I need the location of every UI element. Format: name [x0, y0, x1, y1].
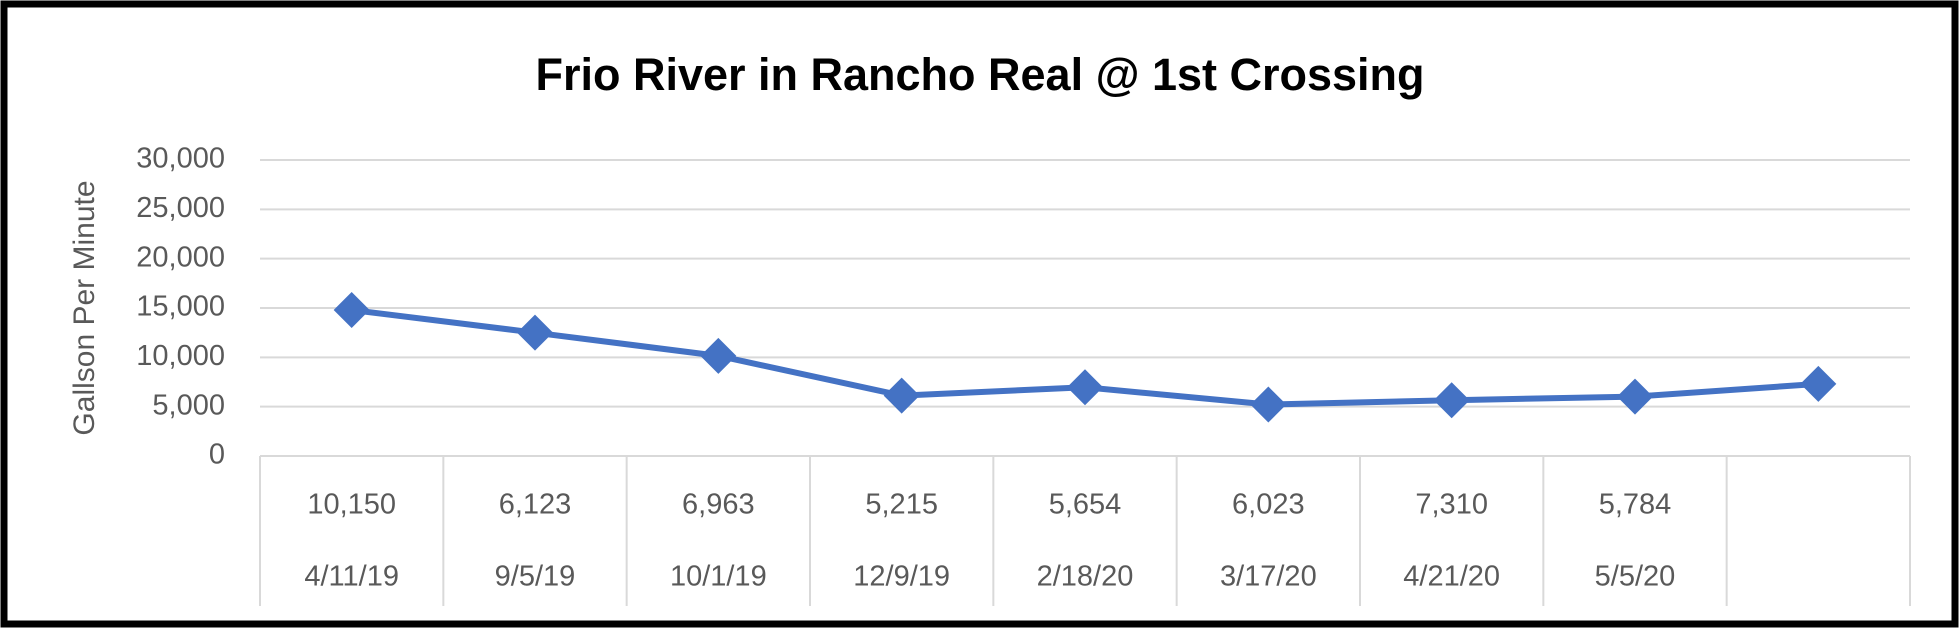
marker — [1433, 382, 1470, 419]
y-tick-label: 20,000 — [136, 241, 225, 273]
y-axis-label: Gallson Per Minute — [68, 180, 101, 435]
table-value: 5,215 — [865, 489, 938, 521]
y-tick-label: 5,000 — [152, 389, 225, 421]
y-tick-label: 30,000 — [136, 143, 225, 175]
x-tick-label: 4/11/19 — [304, 561, 399, 593]
y-tick-label: 25,000 — [136, 192, 225, 224]
table-value: 5,784 — [1599, 489, 1672, 521]
x-tick-label: 2/18/20 — [1037, 561, 1134, 593]
y-tick-label: 0 — [209, 439, 225, 471]
marker — [333, 291, 370, 328]
table-value: 5,654 — [1049, 489, 1122, 521]
chart-title: Frio River in Rancho Real @ 1st Crossing — [535, 49, 1424, 100]
x-tick-label: 3/17/20 — [1220, 561, 1317, 593]
x-tick-label: 9/5/19 — [495, 561, 576, 593]
table-value: 6,963 — [682, 489, 755, 521]
marker — [1250, 386, 1287, 423]
marker — [1067, 369, 1103, 406]
y-tick-label: 15,000 — [136, 291, 225, 323]
marker — [1800, 365, 1837, 402]
table-value: 7,310 — [1415, 489, 1488, 521]
marker — [517, 314, 553, 351]
table-value: 6,123 — [499, 489, 572, 521]
marker — [1617, 378, 1653, 415]
x-tick-label: 10/1/19 — [670, 561, 767, 593]
y-tick-label: 10,000 — [136, 340, 225, 372]
table-value: 6,023 — [1232, 489, 1305, 521]
marker — [700, 337, 737, 374]
x-tick-label: 4/21/20 — [1403, 561, 1500, 593]
x-tick-label: 12/9/19 — [853, 561, 950, 593]
table-value: 10,150 — [307, 489, 396, 521]
x-tick-label: 5/5/20 — [1595, 561, 1676, 593]
marker — [883, 377, 920, 414]
